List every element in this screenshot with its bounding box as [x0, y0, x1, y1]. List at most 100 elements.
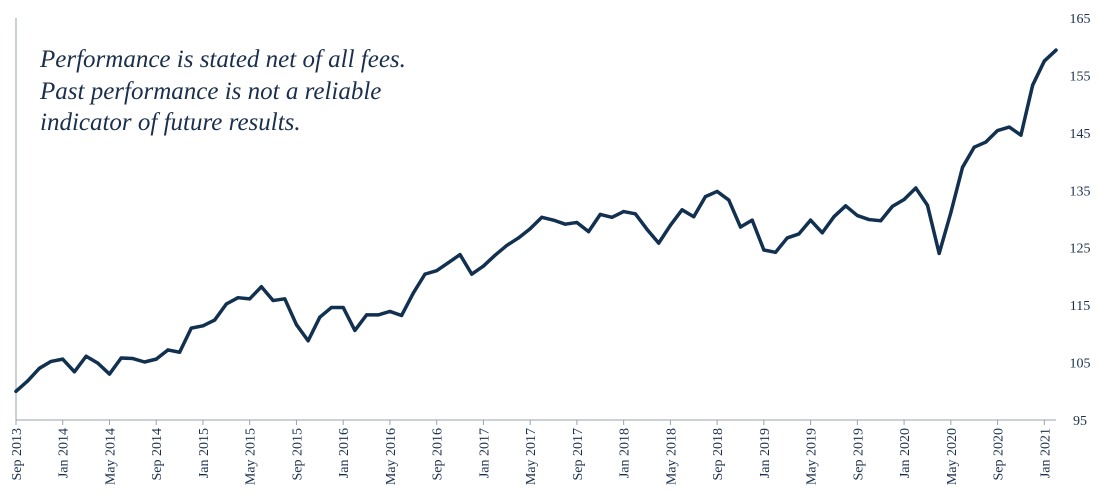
data-point	[516, 236, 521, 240]
x-tick-label: Sep 2018	[711, 428, 726, 481]
data-point	[318, 315, 322, 319]
y-tick-label: 95	[1073, 414, 1087, 429]
disclaimer-line-1: Performance is stated net of all fees.	[40, 46, 406, 73]
x-tick-label: Sep 2016	[431, 428, 446, 481]
data-point	[294, 323, 299, 327]
data-point	[1019, 133, 1023, 137]
data-point	[855, 213, 859, 218]
data-point	[797, 232, 801, 236]
data-point	[341, 305, 345, 310]
data-point	[470, 272, 474, 276]
data-point	[364, 313, 369, 317]
data-point	[937, 251, 941, 256]
data-point	[879, 219, 883, 223]
x-tick-label: May 2018	[664, 428, 679, 485]
data-point	[785, 236, 789, 240]
series-layer	[14, 48, 1058, 394]
data-point	[995, 128, 1000, 133]
data-point	[773, 250, 778, 254]
disclaimer-line-3: indicator of future results.	[40, 109, 301, 136]
data-point	[84, 354, 88, 358]
data-point	[37, 366, 41, 370]
data-point	[551, 218, 556, 222]
x-tick-label: May 2017	[524, 428, 539, 485]
data-point	[984, 140, 988, 144]
data-point	[563, 222, 567, 226]
data-point	[692, 215, 696, 219]
data-point	[14, 389, 18, 393]
data-point	[411, 291, 415, 295]
y-tick-label: 155	[1070, 69, 1091, 84]
data-point	[154, 357, 158, 361]
data-point	[586, 230, 591, 234]
data-point	[49, 359, 53, 364]
data-point	[458, 253, 462, 257]
data-point	[177, 350, 182, 354]
data-point	[1007, 125, 1011, 129]
data-point	[72, 370, 77, 374]
data-point	[820, 231, 824, 235]
data-point	[1042, 59, 1046, 63]
data-point	[914, 186, 918, 190]
data-point	[645, 227, 649, 231]
data-point	[493, 253, 497, 257]
data-point	[259, 285, 263, 289]
data-point	[762, 248, 766, 252]
data-point	[832, 215, 836, 219]
data-point	[902, 197, 906, 202]
data-point	[283, 297, 287, 301]
y-tick-label: 105	[1070, 357, 1091, 372]
data-point	[119, 356, 123, 360]
y-tick-label: 115	[1070, 299, 1090, 314]
x-tick-label: May 2019	[805, 428, 820, 485]
performance-series-line	[14, 48, 1058, 394]
data-point	[505, 243, 509, 248]
data-point	[960, 165, 965, 169]
disclaimer-note: Performance is stated net of all fees. P…	[40, 44, 510, 139]
data-point	[727, 198, 731, 202]
x-tick-label: May 2016	[384, 428, 399, 485]
data-point	[142, 360, 147, 364]
data-point	[1031, 83, 1035, 87]
data-point	[400, 313, 404, 318]
data-point	[1054, 48, 1058, 52]
data-point	[201, 324, 205, 328]
data-point	[657, 241, 661, 245]
data-point	[540, 215, 544, 219]
y-tick-label: 145	[1070, 127, 1091, 142]
x-tick-label: May 2015	[244, 428, 259, 485]
data-point	[306, 339, 310, 343]
x-tick-label: Jan 2021	[1038, 428, 1053, 478]
x-tick-label: May 2020	[945, 428, 960, 485]
data-point	[528, 227, 532, 231]
data-point	[26, 379, 30, 383]
data-point	[131, 356, 135, 361]
data-point	[972, 145, 976, 149]
data-point	[598, 212, 602, 217]
data-point	[446, 261, 450, 265]
x-tick-label: Jan 2020	[898, 428, 913, 478]
data-point	[353, 328, 357, 333]
data-point	[610, 215, 614, 219]
y-tick-label: 135	[1070, 184, 1091, 199]
data-point	[949, 211, 953, 215]
data-point	[189, 326, 193, 330]
data-point	[423, 272, 427, 276]
data-point	[867, 217, 871, 222]
data-point	[622, 209, 626, 214]
x-tick-label: Jan 2017	[477, 428, 492, 478]
data-point	[248, 297, 252, 301]
y-tick-label: 165	[1070, 12, 1091, 27]
data-point	[738, 225, 743, 229]
data-point	[388, 309, 392, 314]
data-point	[575, 220, 579, 225]
x-tick-label: May 2014	[103, 428, 118, 485]
data-point	[633, 212, 637, 216]
data-point	[107, 372, 112, 376]
data-point	[271, 298, 275, 303]
data-point	[680, 208, 684, 212]
x-tick-label: Sep 2015	[290, 428, 305, 481]
disclaimer-line-2: Past performance is not a reliable	[40, 77, 382, 105]
data-point	[703, 195, 708, 199]
data-point	[96, 361, 100, 365]
